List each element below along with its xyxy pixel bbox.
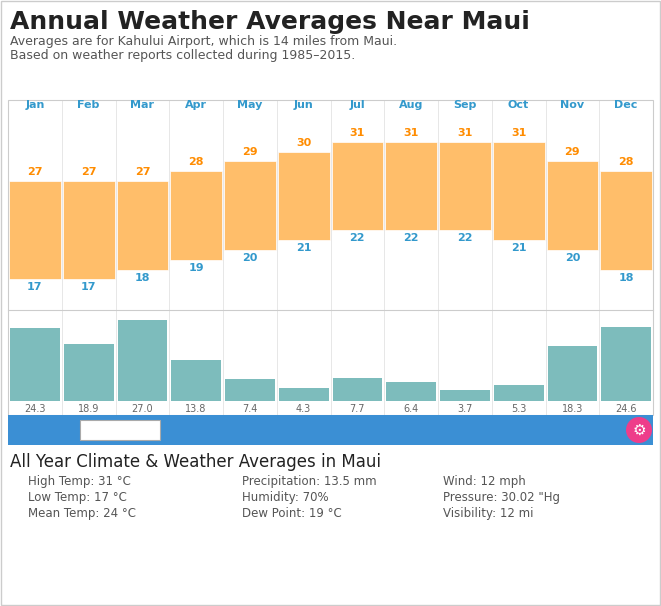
Text: Jan: Jan bbox=[25, 100, 44, 110]
Text: 20: 20 bbox=[242, 253, 258, 263]
Text: 7.7: 7.7 bbox=[350, 404, 365, 414]
Text: ⌄: ⌄ bbox=[145, 424, 155, 436]
Bar bbox=[10, 328, 59, 401]
Text: 3.7: 3.7 bbox=[457, 404, 473, 414]
Text: 28: 28 bbox=[619, 157, 634, 167]
Bar bbox=[8, 100, 653, 415]
Text: 19: 19 bbox=[188, 263, 204, 273]
Text: Oct: Oct bbox=[508, 100, 529, 110]
Text: Visibility: 12 mi: Visibility: 12 mi bbox=[443, 507, 533, 520]
Bar bbox=[278, 152, 329, 240]
Text: 31: 31 bbox=[350, 128, 365, 138]
Text: 27: 27 bbox=[135, 167, 150, 177]
Text: Dew Point: 19 °C: Dew Point: 19 °C bbox=[242, 507, 342, 520]
Text: Showing:: Showing: bbox=[16, 424, 77, 436]
Text: 7.4: 7.4 bbox=[242, 404, 258, 414]
Text: 28: 28 bbox=[188, 157, 204, 167]
Text: Averages are for Kahului Airport, which is 14 miles from Maui.: Averages are for Kahului Airport, which … bbox=[10, 35, 397, 48]
Text: All Year: All Year bbox=[86, 425, 127, 435]
Bar bbox=[224, 161, 276, 250]
Text: 24.6: 24.6 bbox=[615, 404, 637, 414]
Text: Feb: Feb bbox=[77, 100, 100, 110]
Text: 18: 18 bbox=[619, 273, 634, 282]
Bar bbox=[225, 379, 275, 401]
Bar bbox=[171, 171, 222, 260]
Text: 27: 27 bbox=[81, 167, 97, 177]
Bar bbox=[440, 390, 490, 401]
Bar bbox=[118, 320, 167, 401]
Bar bbox=[439, 142, 490, 230]
Text: Mar: Mar bbox=[130, 100, 155, 110]
Bar bbox=[386, 382, 436, 401]
Text: Apr: Apr bbox=[185, 100, 207, 110]
Text: 29: 29 bbox=[564, 147, 580, 158]
Text: 31: 31 bbox=[511, 128, 526, 138]
Bar bbox=[547, 346, 598, 401]
Bar bbox=[600, 171, 652, 270]
Bar bbox=[171, 359, 221, 401]
Text: 18.9: 18.9 bbox=[78, 404, 99, 414]
Text: 31: 31 bbox=[457, 128, 473, 138]
Text: ⚙: ⚙ bbox=[632, 422, 646, 438]
Text: Mean Temp: 24 °C: Mean Temp: 24 °C bbox=[28, 507, 136, 520]
Text: Based on weather reports collected during 1985–2015.: Based on weather reports collected durin… bbox=[10, 49, 355, 62]
Text: All Year Climate & Weather Averages in Maui: All Year Climate & Weather Averages in M… bbox=[10, 453, 381, 471]
Text: Wind: 12 mph: Wind: 12 mph bbox=[443, 475, 525, 488]
Text: 31: 31 bbox=[403, 128, 419, 138]
Text: Nov: Nov bbox=[561, 100, 584, 110]
Text: 22: 22 bbox=[457, 233, 473, 243]
Text: Sep: Sep bbox=[453, 100, 477, 110]
Text: 30: 30 bbox=[296, 138, 311, 147]
Text: 5.3: 5.3 bbox=[511, 404, 526, 414]
Text: May: May bbox=[237, 100, 262, 110]
Text: Pressure: 30.02 "Hg: Pressure: 30.02 "Hg bbox=[443, 491, 560, 504]
Text: 17: 17 bbox=[27, 282, 42, 293]
Text: 20: 20 bbox=[564, 253, 580, 263]
Bar bbox=[547, 161, 598, 250]
Text: Dec: Dec bbox=[615, 100, 638, 110]
Text: 22: 22 bbox=[403, 233, 419, 243]
Text: High Temp: 31 °C: High Temp: 31 °C bbox=[28, 475, 131, 488]
Text: 27: 27 bbox=[27, 167, 42, 177]
Bar bbox=[9, 181, 61, 279]
Bar bbox=[63, 181, 114, 279]
Text: Jun: Jun bbox=[293, 100, 313, 110]
Bar bbox=[8, 415, 653, 445]
Text: Low Temp: 17 °C: Low Temp: 17 °C bbox=[28, 491, 127, 504]
Text: 21: 21 bbox=[296, 243, 311, 253]
Bar bbox=[116, 181, 169, 270]
Bar bbox=[279, 388, 329, 401]
Text: 18: 18 bbox=[135, 273, 150, 282]
Text: Humidity: 70%: Humidity: 70% bbox=[242, 491, 329, 504]
Text: Precipitation: 13.5 mm: Precipitation: 13.5 mm bbox=[242, 475, 377, 488]
Bar bbox=[63, 344, 114, 401]
Text: 22: 22 bbox=[350, 233, 365, 243]
Bar bbox=[492, 142, 545, 240]
Text: Jul: Jul bbox=[350, 100, 365, 110]
Bar bbox=[332, 378, 382, 401]
Text: 17: 17 bbox=[81, 282, 97, 293]
Text: 13.8: 13.8 bbox=[186, 404, 207, 414]
Bar bbox=[494, 385, 543, 401]
Bar bbox=[332, 142, 383, 230]
Bar bbox=[602, 327, 651, 401]
Text: 18.3: 18.3 bbox=[562, 404, 583, 414]
Text: Annual Weather Averages Near Maui: Annual Weather Averages Near Maui bbox=[10, 10, 530, 34]
Bar bbox=[80, 420, 160, 440]
Text: 29: 29 bbox=[242, 147, 258, 158]
Text: 27.0: 27.0 bbox=[132, 404, 153, 414]
Text: 4.3: 4.3 bbox=[296, 404, 311, 414]
Circle shape bbox=[626, 417, 652, 443]
Text: 21: 21 bbox=[511, 243, 526, 253]
Bar bbox=[385, 142, 437, 230]
Text: 24.3: 24.3 bbox=[24, 404, 46, 414]
Text: Aug: Aug bbox=[399, 100, 423, 110]
Text: 6.4: 6.4 bbox=[403, 404, 419, 414]
